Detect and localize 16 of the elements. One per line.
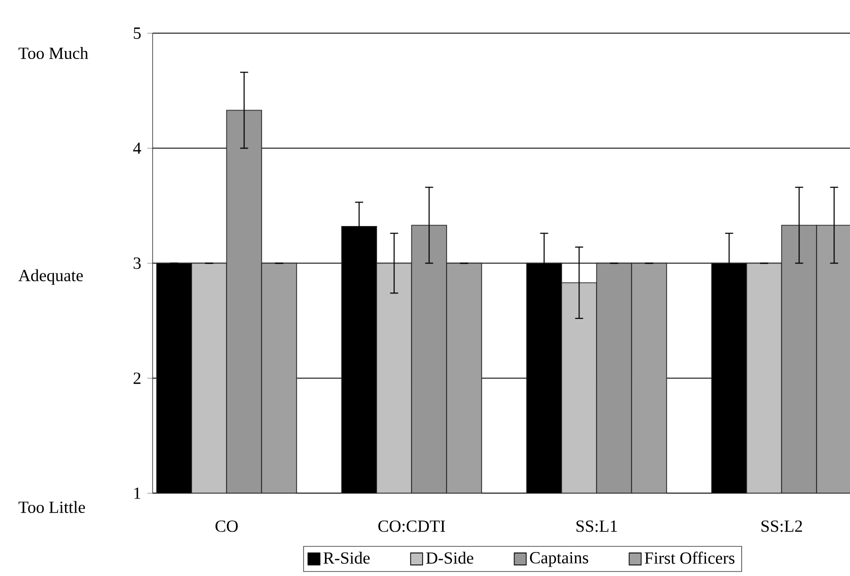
y-tick-label: 5 xyxy=(134,28,141,39)
legend-label: First Officers xyxy=(644,552,734,564)
text: Adequate xyxy=(18,269,83,285)
x-tick-label: SS:L1 xyxy=(576,520,617,532)
text: Too Little xyxy=(18,501,85,513)
y-tick-label: 1 xyxy=(134,488,140,499)
y-tick-label: 2 xyxy=(134,372,140,384)
legend-label: D-Side xyxy=(426,552,474,564)
y-tick-label: 4 xyxy=(133,142,142,154)
x-tick-label: CO:CDTI xyxy=(378,520,446,532)
legend-label: Captains xyxy=(530,552,588,567)
x-tick-label: CO xyxy=(216,520,238,532)
y-tick-label: 3 xyxy=(134,257,141,269)
text: Too Much xyxy=(18,47,88,59)
legend-label: R-Side xyxy=(324,552,370,564)
x-tick-label: SS:L2 xyxy=(762,520,802,532)
